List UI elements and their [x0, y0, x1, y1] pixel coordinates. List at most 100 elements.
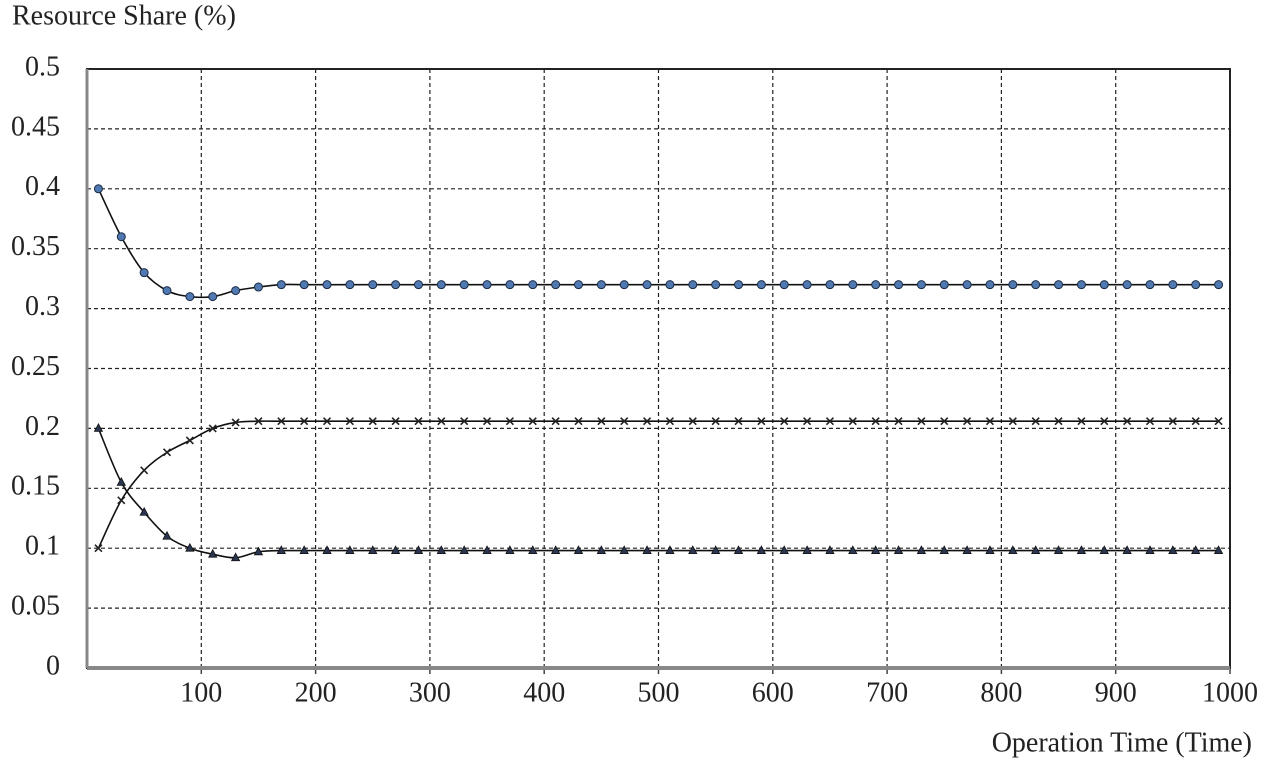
point [848, 545, 858, 554]
point [117, 496, 126, 505]
point [642, 545, 652, 554]
point [665, 417, 674, 426]
point [436, 545, 446, 554]
point [1031, 545, 1041, 554]
point [1100, 417, 1109, 426]
y-tick-label: 0.2 [25, 411, 60, 442]
point [1123, 417, 1132, 426]
x-tick-label: 1000 [1202, 677, 1258, 708]
series-line [97, 420, 1219, 549]
point [597, 417, 606, 426]
point [551, 417, 560, 426]
point [962, 545, 972, 554]
point [1191, 545, 1201, 554]
point [322, 280, 332, 290]
point [1008, 545, 1018, 554]
point [985, 545, 995, 554]
point [1168, 545, 1178, 554]
point [1214, 417, 1223, 426]
y-tick-label: 0.35 [11, 231, 60, 262]
point [848, 280, 858, 290]
point [505, 417, 514, 426]
point [756, 545, 767, 554]
point [803, 417, 812, 426]
point [916, 545, 927, 554]
point [300, 417, 309, 426]
point [1054, 417, 1063, 426]
point [825, 417, 835, 426]
point [140, 466, 149, 475]
point [756, 280, 766, 290]
point [643, 417, 652, 426]
point [253, 282, 263, 292]
point [162, 286, 172, 296]
point [802, 545, 812, 554]
y-axis-label: Resource Share (%) [12, 0, 236, 31]
point [139, 268, 149, 278]
point [276, 545, 286, 554]
point [985, 417, 995, 426]
point [894, 280, 904, 290]
point [528, 417, 537, 426]
point [94, 544, 103, 553]
point [802, 280, 812, 290]
y-tick-label: 0 [46, 650, 60, 681]
x-tick-label: 200 [295, 677, 337, 708]
point [596, 545, 607, 554]
point [1191, 280, 1201, 290]
point [711, 280, 721, 290]
x-axis-label: Operation Time (Time) [992, 727, 1252, 758]
y-tick-label: 0.4 [25, 171, 60, 202]
point [1053, 545, 1064, 554]
point [254, 417, 263, 426]
point [528, 280, 538, 290]
point [208, 424, 217, 433]
point [459, 545, 469, 554]
point [574, 417, 583, 426]
point [1191, 417, 1200, 426]
point [276, 280, 286, 290]
y-tick-label: 0.05 [11, 591, 60, 622]
point [780, 417, 789, 426]
x-tick-label: 900 [1095, 677, 1137, 708]
point [779, 545, 789, 554]
point [1145, 417, 1155, 426]
point [1054, 280, 1064, 290]
point [550, 545, 561, 554]
point [825, 545, 835, 554]
point [1099, 545, 1109, 554]
point [1031, 417, 1040, 426]
point [482, 280, 492, 290]
point [413, 280, 423, 290]
point [482, 417, 492, 426]
point [893, 545, 904, 554]
point [573, 280, 583, 290]
point [93, 423, 104, 432]
point [368, 417, 377, 426]
point [1145, 545, 1155, 554]
point [1168, 280, 1178, 290]
point [231, 418, 240, 427]
point [871, 545, 881, 554]
point [345, 545, 355, 554]
point [482, 545, 492, 554]
point [185, 542, 195, 552]
point [116, 476, 126, 486]
point [1031, 280, 1041, 290]
point [139, 506, 149, 516]
y-tick-label: 0.3 [25, 291, 60, 322]
x-tick-label: 300 [409, 677, 451, 708]
point [733, 545, 744, 554]
y-tick-label: 0.45 [11, 111, 60, 142]
point [963, 417, 972, 426]
point [391, 417, 400, 426]
point [757, 417, 766, 426]
point [1122, 280, 1132, 290]
point [368, 545, 378, 554]
point [940, 417, 949, 426]
point [299, 280, 309, 290]
point [962, 280, 972, 290]
point [437, 417, 446, 426]
point [1008, 417, 1017, 426]
